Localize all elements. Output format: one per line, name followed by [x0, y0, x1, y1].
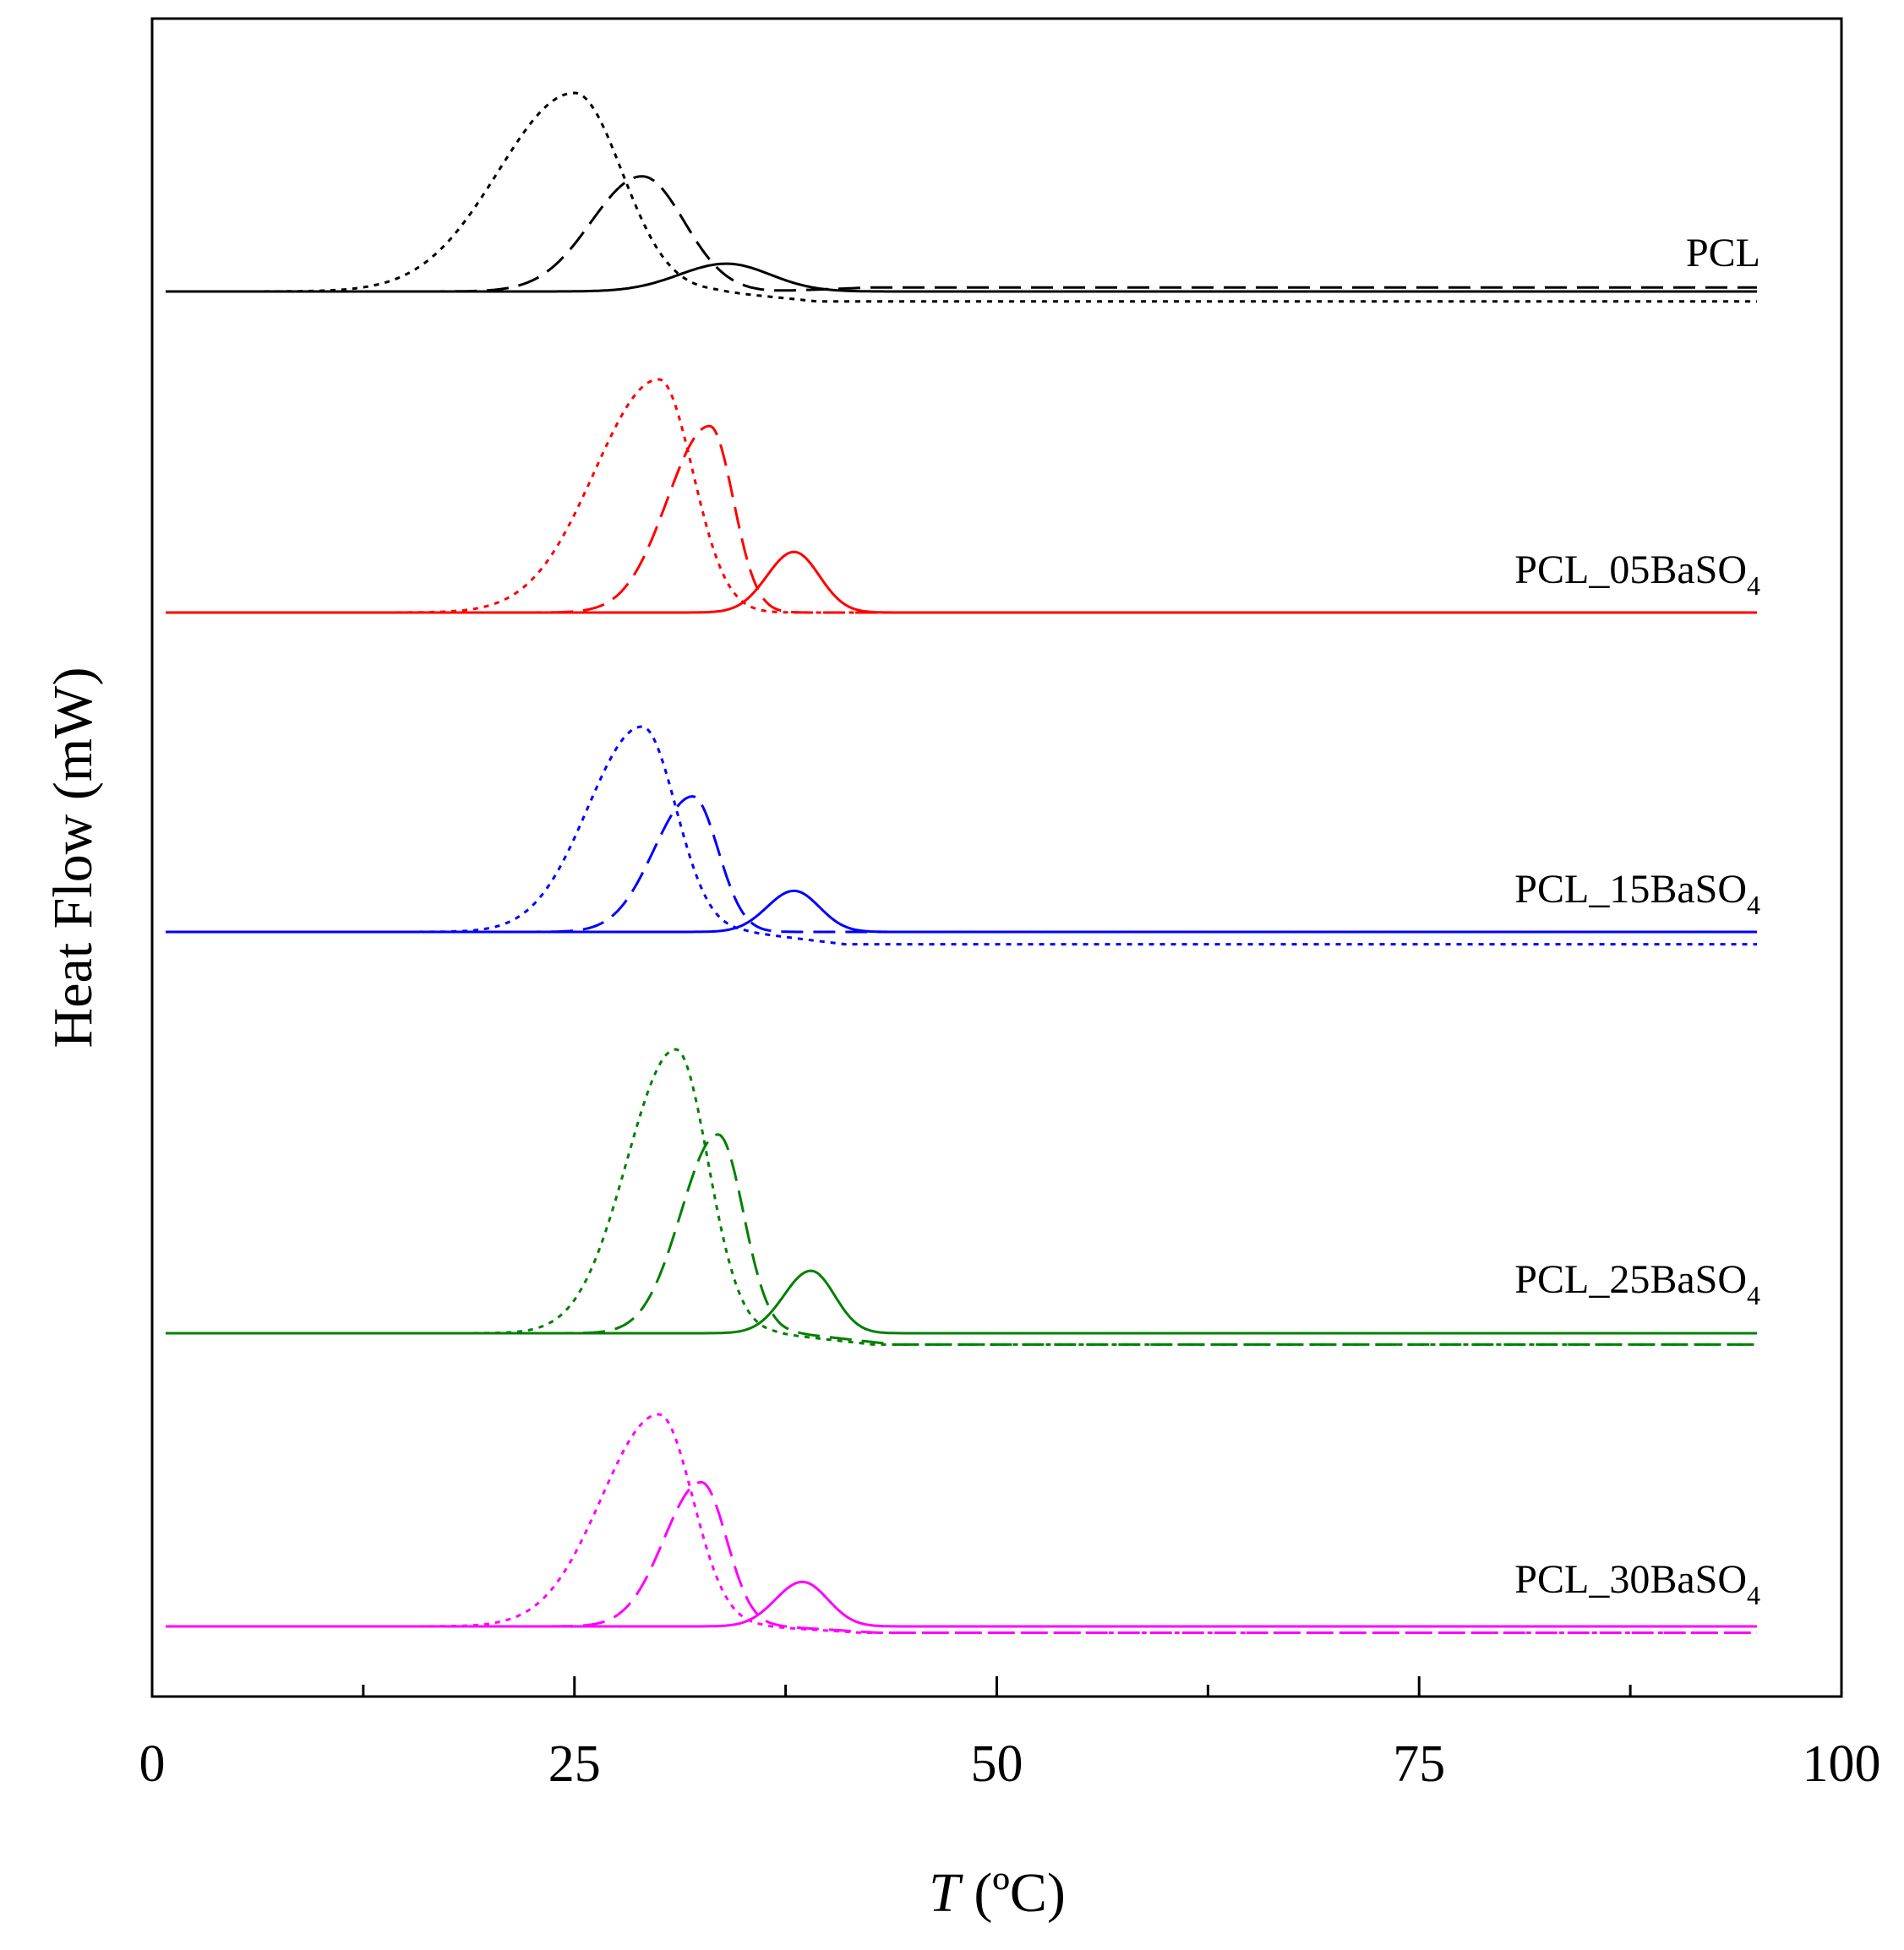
- x-axis-variable: T: [929, 1862, 963, 1924]
- x-axis-label: T (ºC): [929, 1862, 1066, 1924]
- x-tick-label: 100: [1803, 1735, 1881, 1793]
- curve-pcl_25baso4-dashed: [166, 1133, 1757, 1346]
- series-label-pcl: PCL: [1686, 231, 1760, 275]
- x-tick-label: 75: [1393, 1735, 1445, 1793]
- series-label-pcl_30baso4: PCL_30BaSO4: [1514, 1557, 1760, 1610]
- series-label-pcl_15baso4: PCL_15BaSO4: [1514, 867, 1760, 920]
- curve-pcl-dotted: [166, 91, 1757, 303]
- x-tick-label: 50: [971, 1735, 1023, 1793]
- x-tick-label: 25: [548, 1735, 601, 1793]
- y-axis-label: Heat Flow (mW): [42, 667, 104, 1049]
- curve-pcl_30baso4-solid: [166, 1580, 1757, 1628]
- series-label-pcl_25baso4: PCL_25BaSO4: [1514, 1257, 1760, 1310]
- curve-pcl_15baso4-solid: [166, 889, 1757, 934]
- plot-frame: [150, 17, 1843, 1698]
- x-axis-ticks: 0 25 50 75 100: [139, 1676, 1881, 1793]
- series-labels: PCL PCL_05BaSO4 PCL_15BaSO4 PCL_25BaSO4 PCL_…: [1514, 231, 1760, 1610]
- x-tick-label: 0: [139, 1735, 166, 1793]
- series-curves: [166, 91, 1757, 1634]
- curve-pcl-solid: [166, 262, 1757, 293]
- x-axis-unit: (ºC): [960, 1862, 1066, 1924]
- curve-pcl-dashed: [166, 175, 1757, 293]
- curve-pcl_05baso4-solid: [166, 550, 1757, 614]
- series-label-pcl_05baso4: PCL_05BaSO4: [1514, 547, 1760, 601]
- curve-pcl_25baso4-solid: [166, 1269, 1757, 1335]
